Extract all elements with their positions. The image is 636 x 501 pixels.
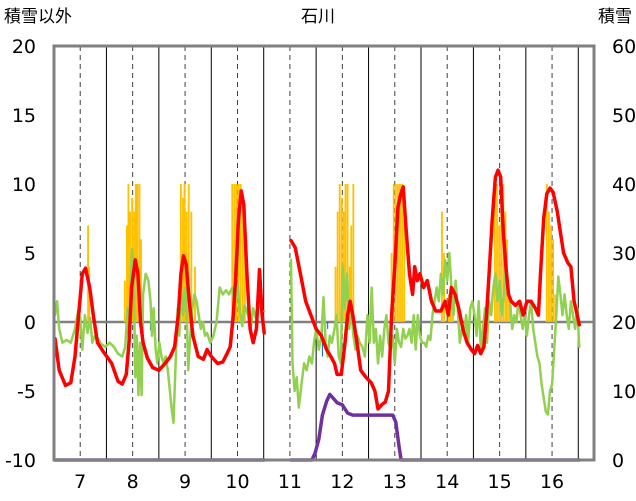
y-left-tick-label: 5 xyxy=(24,243,36,265)
bar-teal xyxy=(327,322,329,329)
bar-orange xyxy=(140,239,142,322)
bar-orange xyxy=(493,184,496,322)
y-right-tick-label: 40 xyxy=(612,174,636,196)
bar-orange xyxy=(138,184,141,322)
bar-orange xyxy=(449,294,452,322)
bar-orange xyxy=(399,184,401,322)
bar-orange xyxy=(392,184,395,322)
y-right-tick-label: 10 xyxy=(612,381,636,403)
y-left-tick-label: 20 xyxy=(12,36,36,58)
x-tick-label: 10 xyxy=(225,471,249,493)
bar-orange xyxy=(344,184,347,322)
bar-orange xyxy=(403,197,406,322)
bar-orange xyxy=(552,239,555,322)
y-left-tick-label: 0 xyxy=(24,312,36,334)
x-tick-label: 13 xyxy=(383,471,407,493)
left-axis-label: 積雪以外 xyxy=(4,7,72,27)
y-left-tick-label: 15 xyxy=(12,105,36,127)
y-left-tick-label: 10 xyxy=(12,174,36,196)
y-right-tick-label: 0 xyxy=(612,450,624,472)
bar-orange xyxy=(127,184,130,322)
series-line-green xyxy=(289,251,581,416)
bar-orange xyxy=(352,184,355,322)
x-tick-label: 9 xyxy=(179,471,191,493)
x-tick-label: 12 xyxy=(330,471,354,493)
bar-orange xyxy=(183,184,186,322)
x-tick-label: 8 xyxy=(127,471,139,493)
bar-orange xyxy=(336,211,339,322)
bar-orange xyxy=(233,184,236,322)
bar-orange xyxy=(550,225,552,322)
x-tick-label: 14 xyxy=(435,471,459,493)
bar-orange xyxy=(547,211,550,322)
y-right-tick-label: 50 xyxy=(612,105,636,127)
bar-orange xyxy=(340,197,343,322)
bar-orange xyxy=(231,184,234,322)
plot-frame-border xyxy=(52,44,596,462)
y-left-tick-label: -10 xyxy=(5,450,36,472)
bar-orange xyxy=(241,197,244,322)
bar-orange xyxy=(348,266,351,322)
bar-orange xyxy=(496,184,498,322)
bar-orange xyxy=(334,266,337,322)
bar-orange xyxy=(123,280,126,322)
bar-orange xyxy=(350,225,353,322)
bar-orange xyxy=(190,211,193,322)
bar-orange xyxy=(508,294,510,322)
bar-orange xyxy=(346,184,349,322)
right-axis-label: 積雪 xyxy=(598,7,632,27)
bar-orange xyxy=(545,184,548,322)
bar-orange xyxy=(500,184,503,322)
y-left-tick-label: -5 xyxy=(17,381,36,403)
x-tick-label: 15 xyxy=(488,471,512,493)
bar-orange xyxy=(554,294,557,322)
bar-orange xyxy=(390,253,393,322)
x-tick-label: 11 xyxy=(278,471,302,493)
chart-title: 石川 xyxy=(301,7,335,27)
y-right-tick-label: 20 xyxy=(612,312,636,334)
bar-orange xyxy=(125,225,128,322)
x-tick-label: 16 xyxy=(540,471,564,493)
bar-orange xyxy=(136,184,139,322)
series-line-purple xyxy=(289,392,582,462)
bar-orange xyxy=(243,211,246,322)
bar-orange xyxy=(401,184,404,322)
x-tick-label: 7 xyxy=(74,471,86,493)
bar-orange xyxy=(239,184,242,322)
bar-orange xyxy=(187,184,190,322)
series-line-red xyxy=(289,168,582,411)
tick-labels: 7 8 9 10 11 12 13 14 15 1620151050-5-106050403020… xyxy=(5,36,636,493)
bar-orange xyxy=(179,184,182,322)
series-line-red xyxy=(53,189,266,388)
bar-orange xyxy=(338,184,341,322)
y-right-tick-label: 60 xyxy=(612,36,636,58)
y-right-tick-label: 30 xyxy=(612,243,636,265)
bar-orange xyxy=(498,225,501,322)
bar-orange xyxy=(441,211,443,322)
bar-orange xyxy=(397,184,399,322)
bar-orange xyxy=(134,184,137,322)
